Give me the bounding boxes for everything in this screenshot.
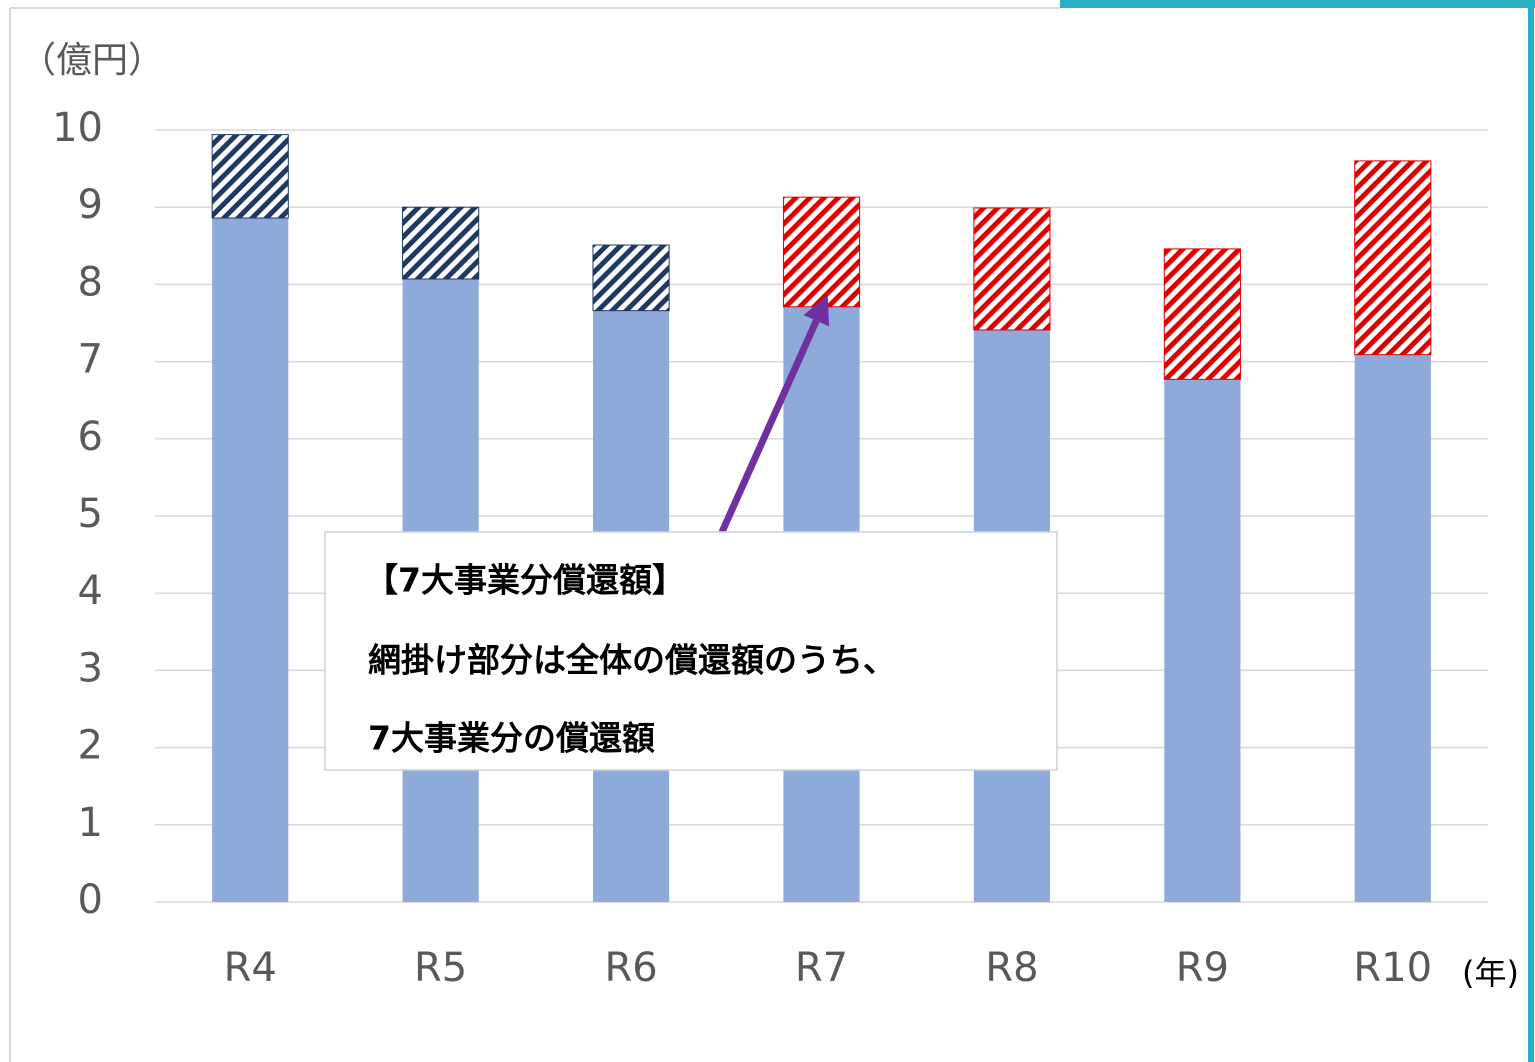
x-tick-label: R4 xyxy=(224,945,277,991)
annotation-text: 【7大事業分償還額】 xyxy=(365,561,685,600)
annotation-text: 7大事業分の償還額 xyxy=(368,719,655,758)
annotation: 【7大事業分償還額】 網掛け部分は全体の償還額のうち、 7大事業分の償還額 xyxy=(324,531,1058,771)
y-tick-label: 2 xyxy=(78,723,103,769)
annotation-text: 網掛け部分は全体の償還額のうち、 xyxy=(368,641,896,680)
y-tick-label: 9 xyxy=(78,182,103,228)
y-tick-label: 5 xyxy=(78,491,103,537)
y-tick-label: 3 xyxy=(78,645,103,691)
x-tick-label: R10 xyxy=(1353,945,1432,991)
y-tick-label: 4 xyxy=(78,568,103,614)
x-tick-label: R9 xyxy=(1176,945,1229,991)
x-tick-label: R7 xyxy=(795,945,848,991)
annotation-box xyxy=(324,531,1058,771)
bar-segment xyxy=(1354,354,1431,903)
bar-segment xyxy=(212,218,289,902)
hatched-bar-segment xyxy=(1354,160,1432,356)
x-tick-label: R5 xyxy=(414,945,467,991)
x-tick-label: R6 xyxy=(604,945,657,991)
hatched-bar-segment xyxy=(211,134,289,219)
y-axis-label: （億円） xyxy=(20,40,164,81)
x-tick-label: R8 xyxy=(985,945,1038,991)
y-tick-label: 10 xyxy=(52,105,103,151)
hatched-bar-segment xyxy=(1163,248,1241,380)
x-axis-label: (年) xyxy=(1462,954,1519,992)
y-tick-label: 7 xyxy=(78,337,103,383)
hatched-bar-segment xyxy=(592,244,670,312)
hatched-bar-segment xyxy=(402,206,480,280)
y-tick-label: 8 xyxy=(78,259,103,305)
y-tick-label: 6 xyxy=(78,414,103,460)
y-tick-label: 1 xyxy=(78,800,103,846)
bar-segment xyxy=(1164,379,1241,903)
y-tick-label: 0 xyxy=(78,877,103,923)
annotation-arrow xyxy=(718,295,830,534)
hatched-bar-segment xyxy=(782,196,861,308)
hatched-bar-segment xyxy=(973,207,1051,331)
